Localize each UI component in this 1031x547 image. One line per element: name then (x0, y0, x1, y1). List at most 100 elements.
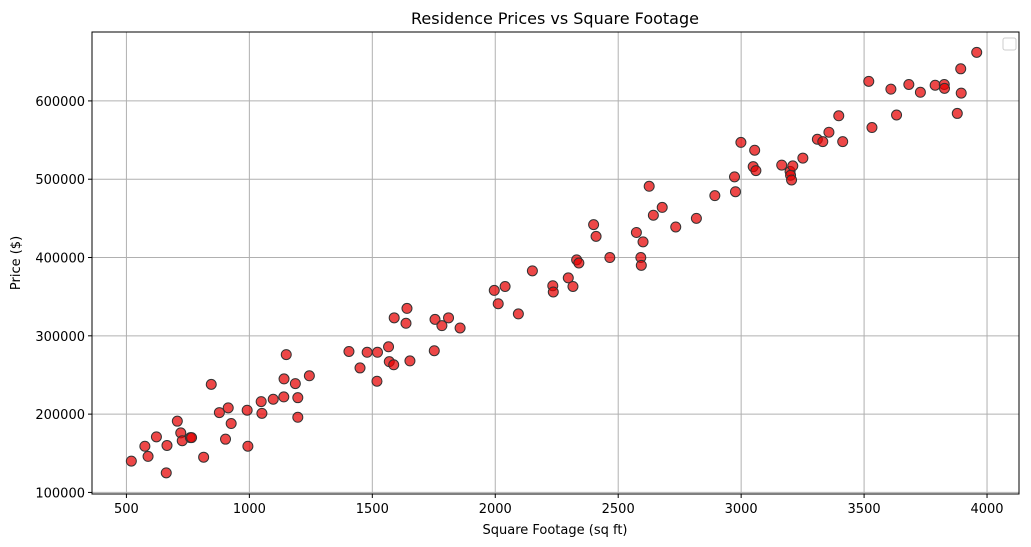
data-point (914, 86, 926, 98)
data-point (729, 186, 741, 198)
data-point (643, 180, 655, 192)
data-point (213, 407, 225, 419)
data-point (388, 359, 400, 371)
data-point (817, 136, 829, 148)
x-tick-label: 2000 (479, 502, 512, 517)
data-point (833, 110, 845, 122)
data-point (292, 392, 304, 404)
legend-box (1002, 37, 1017, 51)
x-tick-label: 1000 (233, 502, 266, 517)
data-point (749, 144, 761, 156)
data-point (383, 341, 395, 353)
data-point (797, 152, 809, 164)
data-point (278, 373, 290, 385)
data-point (951, 107, 963, 119)
data-point (647, 209, 659, 221)
data-point (371, 375, 383, 387)
data-point (150, 431, 162, 443)
x-tick-label: 3500 (848, 502, 881, 517)
data-point (903, 78, 915, 90)
data-point (436, 320, 448, 332)
data-point (562, 272, 574, 284)
data-point (171, 415, 183, 427)
data-point (526, 265, 538, 277)
data-point (343, 345, 355, 357)
data-point (225, 418, 237, 430)
data-point (787, 160, 799, 172)
y-axis-label: Price ($) (9, 236, 24, 290)
data-point (289, 378, 301, 390)
data-point (222, 402, 234, 414)
plot-frame (91, 31, 1020, 495)
data-point (428, 345, 440, 357)
data-point (443, 312, 455, 324)
axis-ticks: 500 1000 1500 2000 2500 3000 3500 4000 100000 200… (35, 95, 1003, 517)
grid (92, 32, 1019, 494)
data-point (400, 317, 412, 329)
data-point (670, 221, 682, 233)
data-point (205, 378, 217, 390)
data-point (142, 450, 154, 462)
data-point (729, 171, 741, 183)
data-point (709, 190, 721, 202)
data-point (429, 313, 441, 325)
data-point (971, 46, 983, 58)
data-point (371, 346, 383, 358)
data-point (160, 467, 172, 479)
x-tick-label: 2500 (602, 502, 635, 517)
data-point (776, 159, 788, 171)
data-point (161, 439, 173, 451)
x-tick-label: 1500 (356, 502, 389, 517)
data-point (361, 346, 373, 358)
chart-title: Residence Prices vs Square Footage (411, 9, 699, 28)
data-point (567, 280, 579, 292)
data-point (125, 455, 137, 467)
data-point (454, 322, 466, 334)
x-tick-label: 3000 (725, 502, 758, 517)
data-point (499, 280, 511, 292)
data-point (303, 370, 315, 382)
data-point (198, 451, 210, 463)
y-tick-label: 300000 (35, 330, 85, 345)
data-point (837, 136, 849, 148)
data-point (866, 122, 878, 134)
data-point (404, 355, 416, 367)
y-tick-label: 200000 (35, 408, 85, 423)
data-point (750, 165, 762, 177)
data-points (125, 46, 983, 479)
data-point (186, 432, 198, 444)
data-point (573, 257, 585, 269)
y-tick-label: 500000 (35, 173, 85, 188)
data-point (630, 226, 642, 238)
data-point (635, 259, 647, 271)
data-point (735, 136, 747, 148)
data-point (588, 219, 600, 231)
data-point (242, 440, 254, 452)
x-axis-label: Square Footage (sq ft) (482, 523, 627, 538)
data-point (255, 396, 267, 408)
data-point (488, 284, 500, 296)
x-tick-label: 4000 (970, 502, 1003, 517)
data-point (955, 63, 967, 75)
data-point (278, 391, 290, 403)
data-point (267, 393, 279, 405)
data-point (256, 407, 268, 419)
data-point (604, 252, 616, 264)
data-point (929, 79, 941, 91)
data-point (885, 83, 897, 95)
data-point (512, 308, 524, 320)
y-tick-label: 100000 (35, 486, 85, 501)
data-point (786, 174, 798, 186)
data-point (823, 126, 835, 138)
data-point (280, 349, 292, 361)
data-point (690, 212, 702, 224)
data-point (388, 312, 400, 324)
data-point (891, 109, 903, 121)
data-point (354, 362, 366, 374)
y-tick-label: 600000 (35, 95, 85, 110)
data-point (863, 75, 875, 87)
data-point (492, 298, 504, 310)
data-point (590, 230, 602, 242)
